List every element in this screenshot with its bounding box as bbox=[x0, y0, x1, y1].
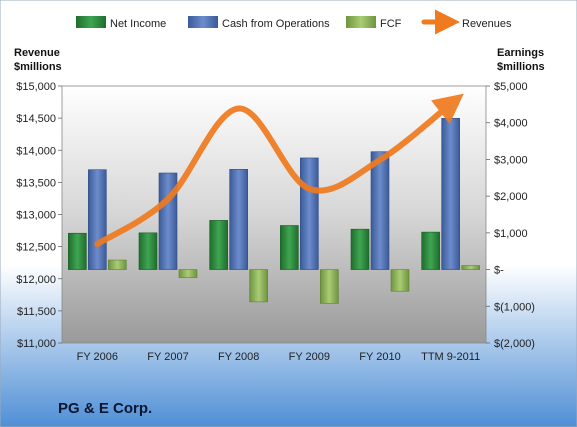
legend-label-net-income: Net Income bbox=[110, 18, 166, 30]
right-tick-label: $2,000 bbox=[494, 191, 528, 203]
cash-from-operations-bar bbox=[88, 169, 107, 270]
right-tick-label: $(1,000) bbox=[494, 301, 535, 313]
right-axis-title-line1: Earnings bbox=[497, 47, 544, 59]
fcf-bar bbox=[461, 265, 480, 270]
fcf-bar bbox=[390, 269, 410, 292]
left-tick-label: $14,500 bbox=[16, 113, 56, 125]
right-axis-ticks: $(2,000) $(1,000) $- $1,000 $2,000 $3,000 $4,0… bbox=[486, 81, 535, 350]
fcf-bar bbox=[320, 269, 339, 304]
left-tick-label: $14,000 bbox=[16, 145, 56, 157]
net-income-bar bbox=[138, 232, 158, 270]
cash-from-operations-bar bbox=[370, 151, 390, 270]
right-axis-title-line2: $millions bbox=[497, 61, 545, 73]
net-income-bar bbox=[421, 231, 440, 270]
revenues-line bbox=[94, 93, 464, 248]
category-axis-labels: FY 2006 FY 2007 FY 2008 FY 2009 FY 2010 TTM 9… bbox=[77, 351, 481, 363]
left-tick-label: $13,000 bbox=[16, 210, 56, 222]
left-axis-title-line2: $millions bbox=[14, 61, 62, 73]
plot-area bbox=[61, 85, 487, 344]
right-tick-label: $4,000 bbox=[494, 118, 528, 130]
revenues-point bbox=[449, 102, 452, 105]
cash-from-operations-bar bbox=[300, 157, 319, 270]
category-label: FY 2008 bbox=[218, 351, 259, 363]
legend-label-fcf: FCF bbox=[380, 18, 402, 30]
legend-swatch-fcf bbox=[346, 16, 376, 28]
left-tick-label: $15,000 bbox=[16, 81, 56, 93]
revenue-line-layer bbox=[94, 93, 464, 248]
right-tick-label: $- bbox=[494, 265, 504, 277]
fcf-bar bbox=[249, 269, 268, 303]
cash-from-operations-bar bbox=[229, 169, 248, 270]
revenues-point bbox=[96, 243, 99, 246]
net-income-bar bbox=[280, 225, 299, 270]
revenues-point bbox=[167, 198, 170, 201]
net-income-bar bbox=[209, 220, 228, 270]
fcf-bar bbox=[178, 269, 198, 278]
fcf-bar bbox=[108, 259, 127, 270]
revenues-point bbox=[237, 107, 240, 110]
left-tick-label: $13,500 bbox=[16, 177, 56, 189]
revenues-point bbox=[308, 187, 311, 190]
legend-swatch-net-income bbox=[76, 16, 106, 28]
category-label: TTM 9-2011 bbox=[421, 351, 480, 363]
right-tick-label: $5,000 bbox=[494, 81, 528, 93]
revenues-point bbox=[379, 158, 382, 161]
net-income-bar bbox=[350, 228, 370, 270]
category-label: FY 2009 bbox=[289, 351, 330, 363]
category-label: FY 2006 bbox=[77, 351, 118, 363]
left-tick-label: $12,000 bbox=[16, 274, 56, 286]
category-label: FY 2010 bbox=[359, 351, 400, 363]
chart-title: PG & E Corp. bbox=[58, 400, 152, 417]
cash-from-operations-bar bbox=[441, 118, 460, 270]
left-tick-label: $11,500 bbox=[17, 306, 56, 318]
bar-series bbox=[68, 118, 480, 304]
legend-label-cash-from-operations: Cash from Operations bbox=[222, 18, 330, 30]
category-label: FY 2007 bbox=[147, 351, 188, 363]
right-tick-label: $(2,000) bbox=[494, 338, 535, 350]
right-tick-label: $1,000 bbox=[494, 228, 528, 240]
legend-swatch-cash-from-operations bbox=[188, 16, 218, 28]
left-tick-label: $12,500 bbox=[16, 242, 56, 254]
legend-label-revenues: Revenues bbox=[462, 18, 512, 30]
net-income-bar bbox=[68, 232, 87, 270]
left-tick-label: $11,000 bbox=[17, 338, 56, 350]
left-axis-ticks: $11,000 $11,500 $12,000 $12,500 $13,000 $13,5… bbox=[16, 81, 62, 350]
left-axis-title-line1: Revenue bbox=[14, 47, 60, 59]
legend: Net Income Cash from Operations FCF Reve… bbox=[76, 9, 512, 35]
right-tick-label: $3,000 bbox=[494, 154, 528, 166]
